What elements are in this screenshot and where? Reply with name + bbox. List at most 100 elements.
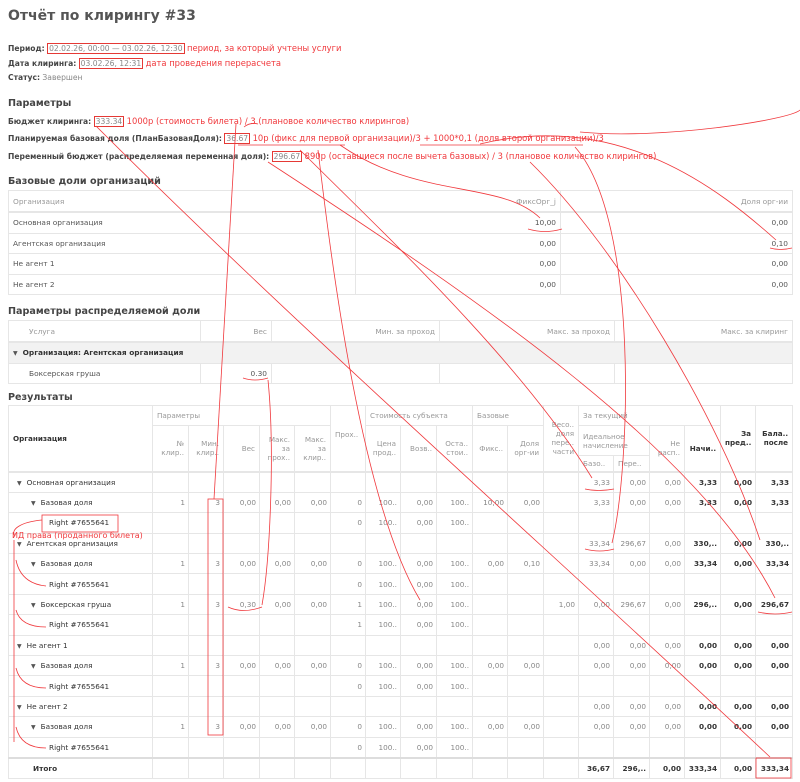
cell [365, 634, 402, 657]
cell: 1 [152, 491, 189, 514]
col-fix[interactable]: ФиксОрг_j [355, 190, 561, 213]
caret-down-icon[interactable]: ▼ [17, 479, 22, 487]
cell [152, 614, 189, 636]
params-heading: Параметры [8, 98, 72, 109]
col-ideal-variable[interactable]: Пере.. [613, 455, 651, 472]
cell: 0,00 [720, 716, 757, 738]
caret-down-icon[interactable]: ▼ [31, 561, 36, 569]
cell: 0,00 [649, 634, 686, 657]
cell [507, 573, 545, 595]
cell [152, 532, 189, 555]
col-undistributed[interactable]: Не расп.. [649, 425, 686, 472]
cell [188, 634, 224, 657]
col-org-share[interactable]: Доля орг-ии [507, 425, 545, 472]
cell: 0,00 [400, 553, 438, 575]
cell: 0,00 [649, 655, 686, 677]
col-org[interactable]: Организация [8, 190, 356, 213]
col-refund[interactable]: Возв.. [400, 425, 438, 472]
col-fix[interactable]: Фикс.. [472, 425, 509, 472]
cell [152, 675, 189, 697]
cell [293, 634, 332, 657]
col-share[interactable]: Доля орг-ии [560, 190, 793, 213]
caret-down-icon[interactable]: ▼ [31, 602, 36, 610]
table-row: Не агент 2 0,00 0,00 [8, 273, 793, 295]
cell: 1 [152, 553, 189, 575]
row-label-cell: ▼ Основная организация [8, 471, 153, 493]
col-service[interactable]: Услуга [8, 320, 201, 343]
cell: 0,00 [400, 675, 438, 697]
caret-down-icon[interactable]: ▼ [31, 663, 36, 671]
col-clearing-no[interactable]: № клир.. [152, 425, 189, 472]
cell: 0 [330, 491, 367, 514]
caret-down-icon[interactable]: ▼ [31, 724, 36, 732]
cell: 0,00 [507, 491, 545, 514]
row-label-cell: ▼ Не агент 2 [8, 695, 153, 718]
dist-params-table: Услуга Вес Мин. за проход Макс. за проход Ма… [8, 320, 793, 384]
group-current: За текущий [578, 405, 722, 426]
cell: 0 [330, 655, 367, 677]
cell: 0,00 [293, 593, 332, 616]
cell: 0,00 [649, 491, 686, 514]
col-prev[interactable]: За пред.. [720, 405, 757, 472]
cell: 296,67 [613, 593, 651, 616]
cell [649, 736, 686, 759]
cell: 3,33 [684, 491, 722, 514]
col-weight[interactable]: Вес [223, 425, 260, 472]
col-min-clearing[interactable]: Мин. клир.. [188, 425, 224, 472]
cell [507, 756, 545, 780]
col-sale-price[interactable]: Цена прод.. [365, 425, 402, 472]
right-id-note: ИД права (проданного билета) [12, 531, 143, 540]
col-organization[interactable]: Организация [8, 405, 153, 472]
cell: 0,00 [684, 716, 722, 738]
col-weighted-share[interactable]: Весо.. доля пере.. части [543, 405, 580, 472]
row-label: Right #7655641 [49, 518, 110, 528]
cell: 1 [152, 655, 189, 677]
cell: 0,00 [259, 655, 295, 677]
cell [543, 471, 580, 493]
col-weight[interactable]: Вес [200, 320, 272, 343]
col-ideal-base[interactable]: Базо.. [578, 455, 615, 472]
group-row[interactable]: ▼ Организация: Агентская организация [8, 341, 793, 364]
cell: 0,00 [755, 634, 794, 657]
col-remaining-cost[interactable]: Оста.. стои.. [436, 425, 474, 472]
base-value: 36.67 [224, 133, 251, 144]
date-note: дата проведения перерасчета [145, 58, 282, 68]
caret-down-icon[interactable]: ▼ [13, 350, 18, 358]
row-label: Базовая доля [40, 498, 93, 508]
caret-down-icon[interactable]: ▼ [17, 540, 22, 548]
col-balance-after[interactable]: Бала.. после [755, 405, 794, 472]
period-note: период, за который учтены услуги [186, 43, 342, 53]
cell [613, 675, 651, 697]
cell: 0 [330, 716, 367, 738]
cell [755, 736, 794, 759]
col-max-pass[interactable]: Макс. за проход [439, 320, 615, 343]
total-row: Итого 36,67 296,.. 0,00 333,34 0,00 333,34 [8, 756, 794, 780]
cell [400, 471, 438, 493]
cell: 296,67 [613, 532, 651, 555]
cell: 100.. [365, 655, 402, 677]
col-passes[interactable]: Прох.. [330, 405, 367, 472]
row-label: Агентская организация [26, 538, 118, 548]
cell [543, 655, 580, 677]
var-note: 890р (оставшиеся после вычета базовых) /… [304, 151, 657, 161]
row-label: Боксерская груша [40, 600, 112, 610]
cell [223, 736, 260, 759]
cell: 100.. [436, 675, 474, 697]
col-min-pass[interactable]: Мин. за проход [271, 320, 440, 343]
cell: 0,00 [613, 491, 651, 514]
cell [507, 736, 545, 759]
col-max-clearing[interactable]: Макс. за клир.. [293, 425, 332, 472]
caret-down-icon[interactable]: ▼ [17, 703, 22, 711]
dist-params-heading: Параметры распределяемой доли [8, 306, 201, 317]
row-label-cell: ▼ Базовая доля [8, 491, 153, 514]
cell: 3,33 [755, 491, 794, 514]
status-value: Завершен [42, 73, 83, 82]
col-max-pass[interactable]: Макс. за прох.. [259, 425, 295, 472]
cell: 0,00 [223, 553, 260, 575]
cell [684, 512, 722, 534]
col-max-clearing[interactable]: Макс. за клиринг [614, 320, 793, 343]
caret-down-icon[interactable]: ▼ [17, 642, 22, 650]
fix-value: 0,00 [355, 273, 561, 295]
caret-down-icon[interactable]: ▼ [31, 500, 36, 508]
col-accrued[interactable]: Начи.. [684, 425, 722, 472]
